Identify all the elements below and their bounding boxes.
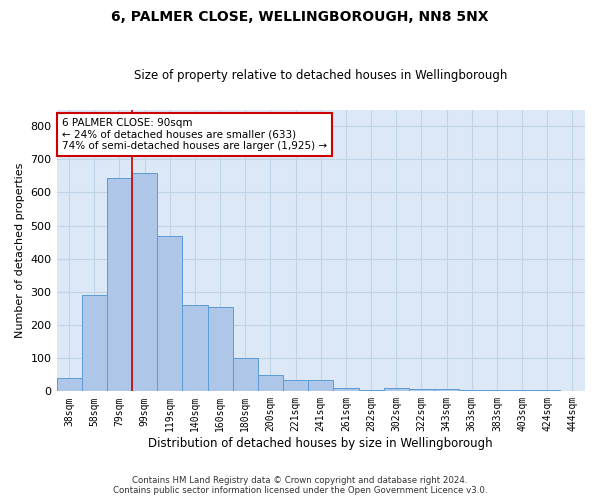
Bar (484, 390, 509, 392)
Bar (258, 375, 283, 392)
Bar (157, 236, 182, 392)
X-axis label: Distribution of detached houses by size in Wellingborough: Distribution of detached houses by size … (148, 437, 493, 450)
Bar (434, 389, 459, 392)
Bar (208, 307, 233, 392)
Bar (107, 178, 132, 392)
Text: Contains HM Land Registry data © Crown copyright and database right 2024.
Contai: Contains HM Land Registry data © Crown c… (113, 476, 487, 495)
Bar (233, 358, 258, 392)
Bar (283, 380, 308, 392)
Y-axis label: Number of detached properties: Number of detached properties (15, 163, 25, 338)
Bar (182, 305, 208, 392)
Bar (409, 389, 434, 392)
Bar (334, 388, 359, 392)
Bar (560, 390, 585, 392)
Bar (509, 390, 535, 392)
Bar (56, 378, 82, 392)
Title: Size of property relative to detached houses in Wellingborough: Size of property relative to detached ho… (134, 69, 508, 82)
Bar (459, 390, 484, 392)
Bar (82, 295, 107, 392)
Bar (132, 172, 157, 392)
Text: 6, PALMER CLOSE, WELLINGBOROUGH, NN8 5NX: 6, PALMER CLOSE, WELLINGBOROUGH, NN8 5NX (111, 10, 489, 24)
Bar (535, 390, 560, 392)
Bar (308, 380, 334, 392)
Bar (359, 390, 383, 392)
Bar (383, 388, 409, 392)
Text: 6 PALMER CLOSE: 90sqm
← 24% of detached houses are smaller (633)
74% of semi-det: 6 PALMER CLOSE: 90sqm ← 24% of detached … (62, 118, 327, 151)
